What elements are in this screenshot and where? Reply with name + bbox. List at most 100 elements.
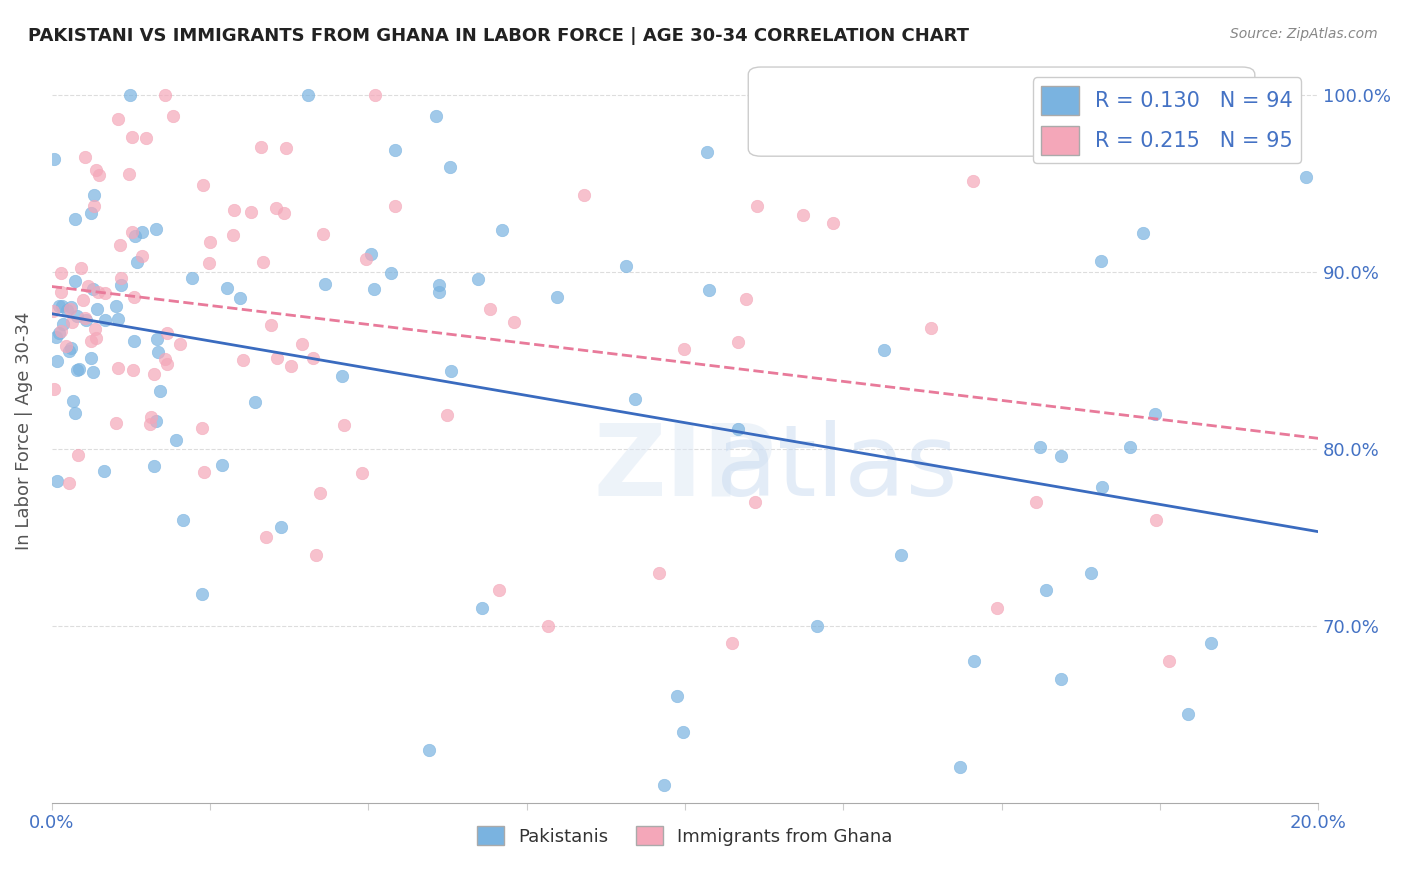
Point	[52, 317, 75, 331]
Text: ZIP: ZIP	[593, 420, 776, 516]
Point	[792, 208, 814, 222]
Point	[471, 601, 494, 615]
Point	[1028, 441, 1050, 455]
Point	[63, 406, 86, 420]
Point	[60, 314, 83, 328]
Point	[211, 458, 233, 472]
Point	[873, 343, 896, 358]
Point	[193, 466, 215, 480]
Point	[1091, 480, 1114, 494]
Point	[107, 360, 129, 375]
Point	[245, 395, 267, 409]
Point	[191, 178, 214, 193]
Point	[46, 474, 69, 488]
Point	[920, 321, 942, 335]
Text: Source: ZipAtlas.com: Source: ZipAtlas.com	[1230, 27, 1378, 41]
Point	[141, 410, 163, 425]
Point	[165, 433, 187, 447]
Point	[264, 201, 287, 215]
Point	[145, 222, 167, 236]
Point	[148, 345, 170, 359]
Point	[274, 141, 297, 155]
Point	[314, 277, 336, 292]
Point	[1090, 253, 1112, 268]
Point	[172, 513, 194, 527]
Point	[823, 216, 845, 230]
Point	[169, 336, 191, 351]
Point	[63, 211, 86, 226]
Point	[963, 654, 986, 668]
Point	[131, 249, 153, 263]
Point	[62, 394, 84, 409]
Point	[156, 326, 179, 340]
Point	[364, 87, 387, 102]
Point	[48, 299, 70, 313]
Y-axis label: In Labor Force | Age 30-34: In Labor Force | Age 30-34	[15, 312, 32, 550]
Point	[60, 300, 83, 314]
Point	[837, 119, 859, 133]
Point	[51, 285, 73, 299]
Point	[280, 359, 302, 374]
Point	[89, 168, 111, 182]
Point	[67, 362, 90, 376]
Point	[478, 301, 501, 316]
Point	[949, 760, 972, 774]
Point	[55, 339, 77, 353]
Point	[735, 293, 758, 307]
Point	[77, 279, 100, 293]
Point	[121, 225, 143, 239]
Point	[240, 205, 263, 219]
Point	[1012, 105, 1035, 120]
Point	[135, 130, 157, 145]
Point	[696, 145, 718, 159]
Point	[330, 369, 353, 384]
Point	[254, 530, 277, 544]
Point	[49, 324, 72, 338]
Point	[70, 260, 93, 275]
Point	[491, 223, 513, 237]
Point	[305, 548, 328, 562]
Point	[75, 313, 97, 327]
Point	[55, 302, 77, 317]
Point	[727, 334, 749, 349]
Point	[82, 365, 104, 379]
Point	[1050, 672, 1073, 686]
Point	[436, 408, 458, 422]
Point	[291, 336, 314, 351]
Point	[156, 357, 179, 371]
Point	[360, 247, 382, 261]
Point	[502, 315, 524, 329]
Point	[58, 476, 80, 491]
Point	[87, 285, 110, 300]
Point	[118, 167, 141, 181]
Point	[66, 309, 89, 323]
Point	[425, 109, 447, 123]
Point	[962, 174, 984, 188]
Point	[42, 304, 65, 318]
Point	[666, 690, 689, 704]
Point	[427, 285, 450, 299]
Point	[48, 326, 70, 341]
Point	[42, 153, 65, 167]
Point	[142, 367, 165, 381]
Point	[266, 351, 288, 365]
Point	[1144, 407, 1167, 421]
Point	[162, 109, 184, 123]
Point	[58, 343, 80, 358]
Point	[624, 392, 647, 407]
Point	[1132, 226, 1154, 240]
Point	[232, 352, 254, 367]
Point	[105, 299, 128, 313]
Point	[721, 636, 744, 650]
Point	[488, 583, 510, 598]
Point	[440, 364, 463, 378]
Point	[308, 485, 330, 500]
Point	[46, 353, 69, 368]
Point	[312, 227, 335, 241]
Point	[467, 272, 489, 286]
Point	[191, 420, 214, 434]
Point	[60, 341, 83, 355]
Point	[107, 312, 129, 326]
Point	[143, 459, 166, 474]
Point	[121, 129, 143, 144]
